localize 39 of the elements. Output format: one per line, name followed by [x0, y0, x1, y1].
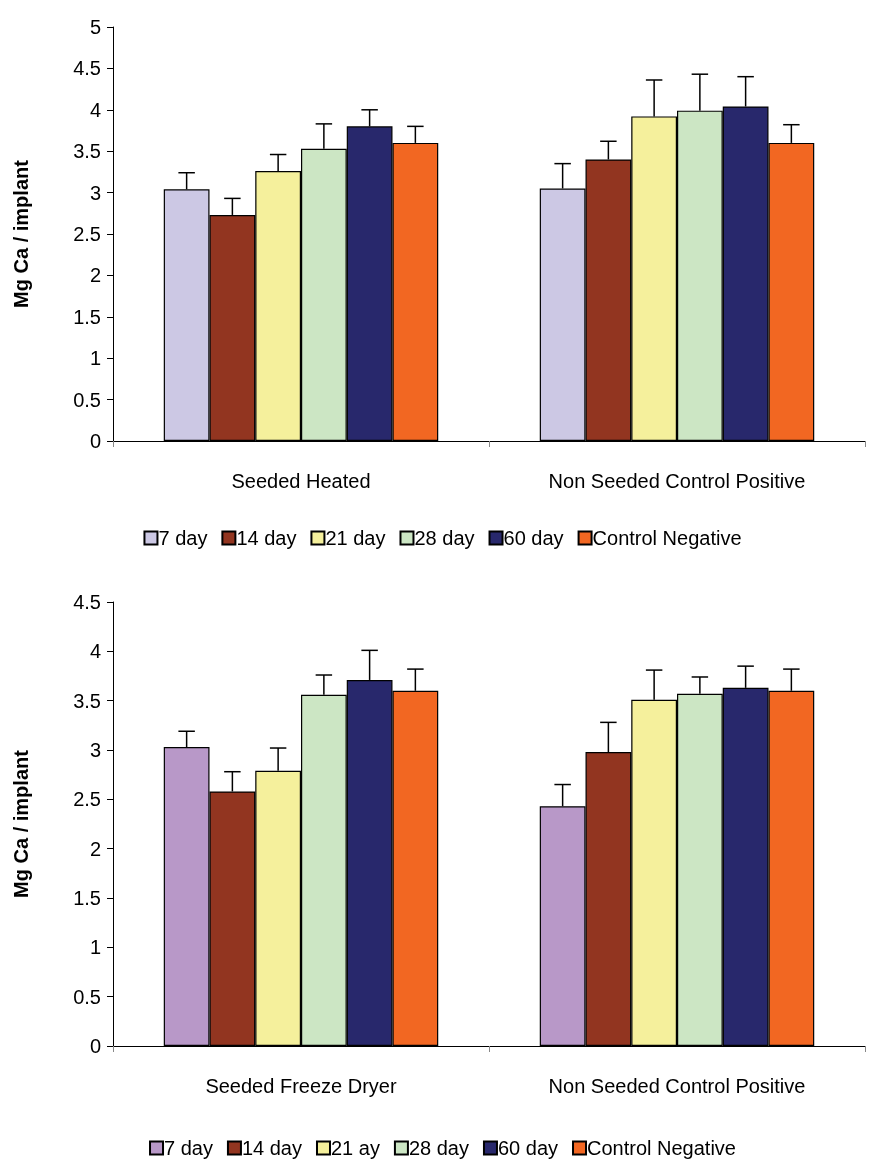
y-tick-label: 0 — [89, 430, 101, 452]
y-tick-label: 0.5 — [73, 388, 101, 411]
legend-label: 21 ay — [330, 1137, 380, 1159]
legend-label: Control Negative — [592, 527, 742, 549]
legend-label: 21 day — [325, 527, 386, 549]
x-tick-label: Non Seeded Control Positive — [548, 1075, 806, 1097]
y-tick-label: 3 — [89, 739, 101, 761]
y-tick-label: 1 — [89, 936, 101, 959]
y-tick-label: 4 — [89, 98, 101, 121]
x-tick-label: Seeded Freeze Dryer — [205, 1075, 397, 1097]
x-tick-label: Seeded Heated — [231, 470, 371, 492]
y-tick-label: 5 — [89, 16, 101, 38]
y-tick-label: 0.5 — [73, 985, 101, 1008]
y-tick-label: 1 — [89, 347, 101, 370]
y-tick-label: 2.5 — [73, 223, 101, 245]
y-tick-label: 4.5 — [73, 591, 101, 613]
y-tick-label: 4 — [89, 640, 101, 663]
legend-label: 60 day — [497, 1137, 559, 1159]
legend-label: 28 day — [414, 527, 475, 549]
x-tick-label: Non Seeded Control Positive — [548, 470, 806, 492]
y-tick-label: 1.5 — [73, 305, 101, 328]
legend-label: 7 day — [164, 1137, 213, 1159]
legend-label: 7 day — [158, 527, 208, 549]
y-tick-label: 2 — [89, 264, 101, 287]
legend-label: 14 day — [241, 1137, 303, 1159]
legend-label: 28 day — [408, 1137, 469, 1159]
y-tick-label: 2.5 — [73, 788, 101, 811]
y-tick-label: 3 — [89, 181, 101, 204]
legend-label: 14 day — [236, 527, 297, 549]
y-tick-label: 4.5 — [73, 57, 101, 80]
y-tick-label: 3.5 — [73, 689, 101, 712]
legend-label: 60 day — [503, 527, 564, 549]
y-tick-label: 0 — [89, 1035, 101, 1057]
y-tick-label: 3.5 — [73, 140, 101, 163]
y-tick-label: 2 — [89, 837, 101, 860]
y-axis-title: Mg Ca / implant — [10, 159, 32, 308]
y-tick-label: 1.5 — [73, 887, 101, 909]
legend-label: Control Negative — [587, 1137, 736, 1159]
y-axis-title: Mg Ca / implant — [10, 749, 32, 898]
